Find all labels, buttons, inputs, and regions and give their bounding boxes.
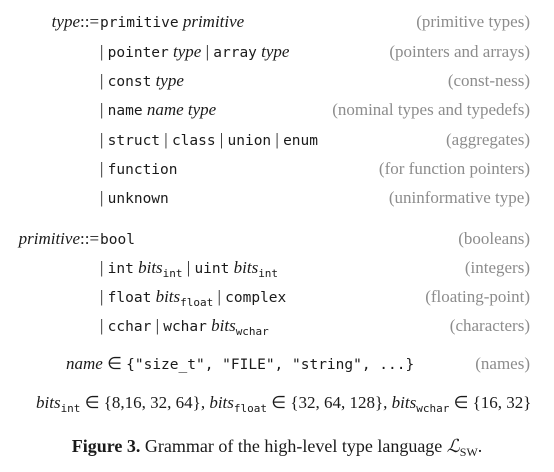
subscript: wchar xyxy=(416,402,450,415)
bits-int: bits xyxy=(36,393,61,412)
rule-comment: (floating-point) xyxy=(425,287,530,306)
argument: bits xyxy=(138,258,163,277)
name-nonterminal: name xyxy=(66,354,103,373)
alternative-bar: | xyxy=(100,258,104,277)
keyword: primitive xyxy=(100,15,179,31)
bits-float: bits xyxy=(209,393,234,412)
rule-comment: (booleans) xyxy=(458,229,530,248)
rule-comment: (aggregates) xyxy=(445,130,530,149)
keyword: class xyxy=(171,133,216,149)
keyword: union xyxy=(227,133,272,149)
alternative-bar: | xyxy=(100,188,104,207)
rule-unknown: | unknown xyxy=(100,188,169,208)
keyword: float xyxy=(107,290,152,306)
keyword: uint xyxy=(194,261,230,277)
alternative-bar: | xyxy=(100,42,104,61)
alternative-bar: | xyxy=(155,316,159,335)
rule-comment: (characters) xyxy=(449,316,530,335)
rule-comment: (integers) xyxy=(464,258,530,277)
alternative-bar: | xyxy=(217,287,221,306)
definition-operator: ::= xyxy=(80,229,100,248)
rule-floating: | float bitsfloat | complex xyxy=(100,287,286,309)
caption-label: Figure 3. xyxy=(71,436,141,456)
figure-caption: Figure 3. Grammar of the high-level type… xyxy=(0,436,554,460)
primitive-nonterminal: primitive xyxy=(18,229,80,248)
bits-definition: bitsint ∈ {8,16, 32, 64}, bitsfloat ∈ {3… xyxy=(36,393,531,415)
argument: type xyxy=(173,42,202,61)
keyword: unknown xyxy=(107,191,169,207)
keyword: bool xyxy=(100,232,135,248)
names-set: {"size_t", "FILE", "string", ...} xyxy=(126,357,415,373)
alternative-bar: | xyxy=(164,130,168,149)
alternative-bar: | xyxy=(100,100,104,119)
bits-wchar-values: ∈ {16, 32} xyxy=(453,393,532,412)
bits-wchar: bits xyxy=(391,393,417,412)
type-nonterminal: type xyxy=(51,12,80,31)
rule-comment: (for function pointers) xyxy=(378,159,530,178)
rule-function: | function xyxy=(100,159,178,179)
keyword: enum xyxy=(283,133,318,149)
rule-aggregates: | struct | class | union | enum xyxy=(100,130,318,150)
subscript: int xyxy=(258,267,279,280)
argument: bits xyxy=(233,258,259,277)
rule-comment: (primitive types) xyxy=(416,12,530,31)
subscript: float xyxy=(233,402,268,415)
bits-float-values: ∈ {32, 64, 128}, xyxy=(271,393,388,412)
keyword: function xyxy=(107,162,178,178)
caption-end: . xyxy=(477,436,483,456)
bits-int-values: ∈ {8,16, 32, 64}, xyxy=(84,393,206,412)
element-of: ∈ xyxy=(107,354,122,373)
rule-comment: (pointers and arrays) xyxy=(389,42,530,61)
alternative-bar: | xyxy=(100,130,104,149)
alternative-bar: | xyxy=(275,130,279,149)
rule-comment: (names) xyxy=(475,354,530,373)
argument: type xyxy=(261,42,290,61)
keyword: complex xyxy=(225,290,287,306)
alternative-bar: | xyxy=(100,316,104,335)
alternative-bar: | xyxy=(205,42,209,61)
definition-operator: ::= xyxy=(80,12,100,31)
names-definition: name ∈ {"size_t", "FILE", "string", ...} xyxy=(66,354,414,374)
rule-pointer-array: | pointer type | array type xyxy=(100,42,289,62)
keyword: wchar xyxy=(163,319,207,335)
rule-comment: (const-ness) xyxy=(447,71,530,90)
keyword: pointer xyxy=(107,45,169,61)
rule-const: | const type xyxy=(100,71,184,91)
argument: name type xyxy=(146,100,217,119)
language-symbol: ℒ xyxy=(446,436,460,457)
rule-name: | name name type xyxy=(100,100,216,120)
alternative-bar: | xyxy=(100,159,104,178)
keyword: name xyxy=(107,103,143,119)
subscript: float xyxy=(180,296,214,309)
keyword: int xyxy=(107,261,134,277)
language-subscript: SW xyxy=(459,445,478,459)
argument: bits xyxy=(155,287,181,306)
alternative-bar: | xyxy=(219,130,224,149)
rule-characters: | cchar | wchar bitswchar xyxy=(100,316,269,338)
argument: type xyxy=(155,71,184,90)
alternative-bar: | xyxy=(186,258,191,277)
alternative-bar: | xyxy=(100,287,104,306)
subscript: int xyxy=(162,267,183,280)
keyword: const xyxy=(107,74,152,90)
keyword: array xyxy=(213,45,257,61)
caption-text: Grammar of the high-level type language xyxy=(144,436,447,456)
rule-comment: (nominal types and typedefs) xyxy=(332,100,530,119)
argument: bits xyxy=(211,316,236,335)
subscript: int xyxy=(60,402,81,415)
rule-primitive: primitive primitive xyxy=(100,12,244,32)
rule-integers: | int bitsint | uint bitsint xyxy=(100,258,278,280)
keyword: struct xyxy=(107,133,161,149)
rule-comment: (uninformative type) xyxy=(388,188,530,207)
argument: primitive xyxy=(182,12,245,31)
alternative-bar: | xyxy=(100,71,104,90)
rule-bool: bool xyxy=(100,229,135,249)
keyword: cchar xyxy=(107,319,152,335)
subscript: wchar xyxy=(235,325,269,338)
